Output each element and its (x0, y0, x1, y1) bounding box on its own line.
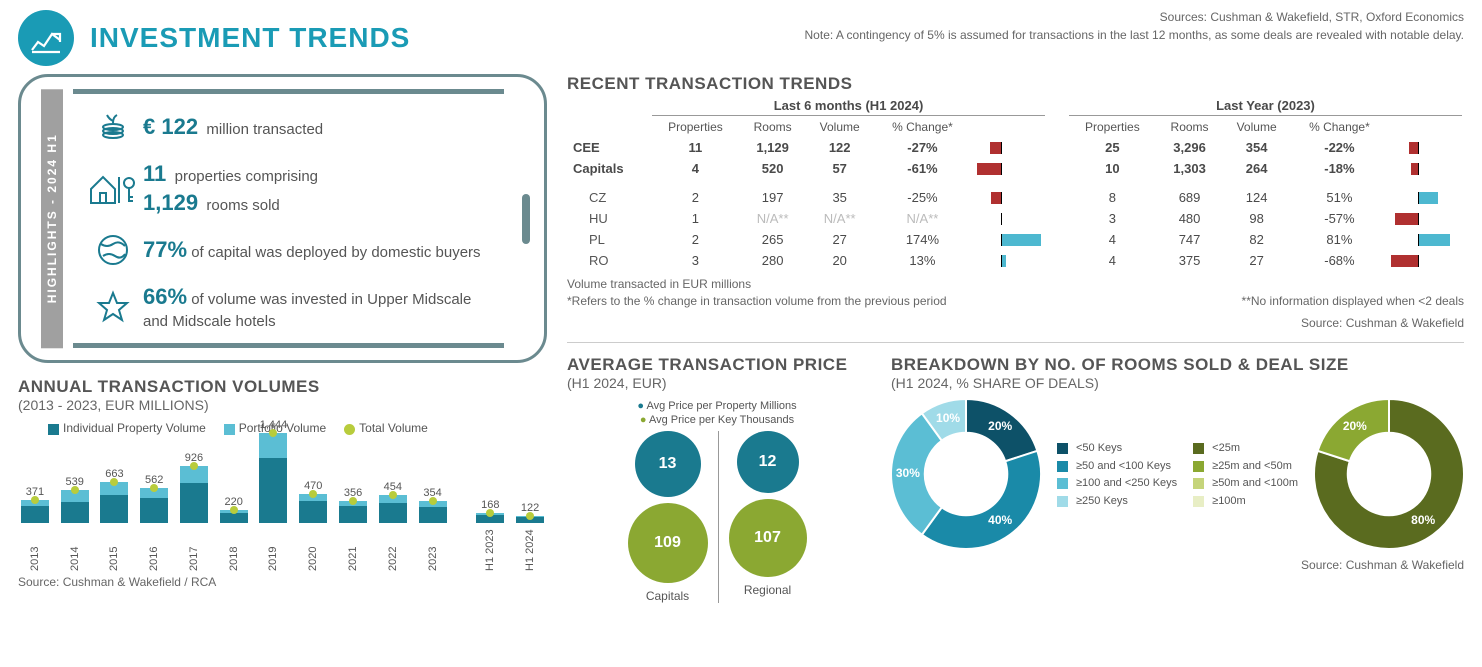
annual-source: Source: Cushman & Wakefield / RCA (18, 575, 547, 589)
breakdown-source: Source: Cushman & Wakefield (891, 558, 1464, 572)
svg-text:10%: 10% (936, 410, 960, 424)
breakdown-section: BREAKDOWN BY NO. OF ROOMS SOLD & DEAL SI… (891, 355, 1464, 604)
trans-source: Source: Cushman & Wakefield (567, 316, 1464, 330)
highlights-panel: HIGHLIGHTS - 2024 H1 € 122 million trans… (18, 74, 547, 363)
trans-title: RECENT TRANSACTION TRENDS (567, 74, 1464, 94)
breakdown-title: BREAKDOWN BY NO. OF ROOMS SOLD & DEAL SI… (891, 355, 1464, 375)
logo (18, 10, 74, 66)
bubble-cap-prop: 13 (635, 431, 701, 497)
highlight-3: 77% of capital was deployed by domestic … (143, 236, 481, 265)
avg-legend: ● Avg Price per Property Millions ● Avg … (567, 399, 867, 428)
trans-table: Last 6 months (H1 2024)Last Year (2023)P… (567, 94, 1464, 272)
note-line: Note: A contingency of 5% is assumed for… (805, 26, 1464, 44)
sources-line: Sources: Cushman & Wakefield, STR, Oxfor… (805, 8, 1464, 26)
bubble-reg-key: 107 (729, 499, 807, 577)
svg-text:20%: 20% (988, 419, 1012, 433)
bubble-reg-prop: 12 (737, 431, 799, 493)
trans-notes: Volume transacted in EUR millions *Refer… (567, 276, 1464, 310)
svg-text:40%: 40% (988, 513, 1012, 527)
annual-sub: (2013 - 2023, EUR MILLIONS) (18, 397, 547, 413)
annual-barchart: 3712013539201466320155622016926201722020… (18, 441, 547, 571)
donut-size: 80% 20% (1314, 399, 1464, 552)
avg-price-section: AVERAGE TRANSACTION PRICE (H1 2024, EUR)… (567, 355, 867, 604)
annual-legend: Individual Property Volume Portfolio Vol… (48, 421, 547, 435)
avg-sub: (H1 2024, EUR) (567, 375, 867, 391)
globe-icon (83, 229, 143, 271)
coins-icon (83, 106, 143, 148)
donut-legend: <50 Keys≥50 and <100 Keys≥100 and <250 K… (1057, 440, 1298, 510)
donut-keys: 20% 40% 30% 10% (891, 399, 1041, 552)
highlights-sidebar: HIGHLIGHTS - 2024 H1 (41, 89, 63, 348)
annual-title: ANNUAL TRANSACTION VOLUMES (18, 377, 547, 397)
svg-text:20%: 20% (1343, 419, 1367, 433)
star-icon (83, 286, 143, 328)
svg-text:80%: 80% (1411, 513, 1435, 527)
avg-title: AVERAGE TRANSACTION PRICE (567, 355, 867, 375)
bubble-cap-key: 109 (628, 503, 708, 583)
house-key-icon (83, 168, 143, 210)
breakdown-sub: (H1 2024, % SHARE OF DEALS) (891, 375, 1464, 391)
sources: Sources: Cushman & Wakefield, STR, Oxfor… (805, 8, 1464, 44)
highlight-2: 11 properties comprising1,129 rooms sold (143, 160, 318, 217)
svg-text:30%: 30% (896, 466, 920, 480)
highlight-4: 66% of volume was invested in Upper Mids… (143, 283, 494, 331)
annual-section: ANNUAL TRANSACTION VOLUMES (2013 - 2023,… (18, 377, 547, 589)
highlight-1: € 122 million transacted (143, 113, 323, 142)
page-title: INVESTMENT TRENDS (90, 22, 410, 54)
